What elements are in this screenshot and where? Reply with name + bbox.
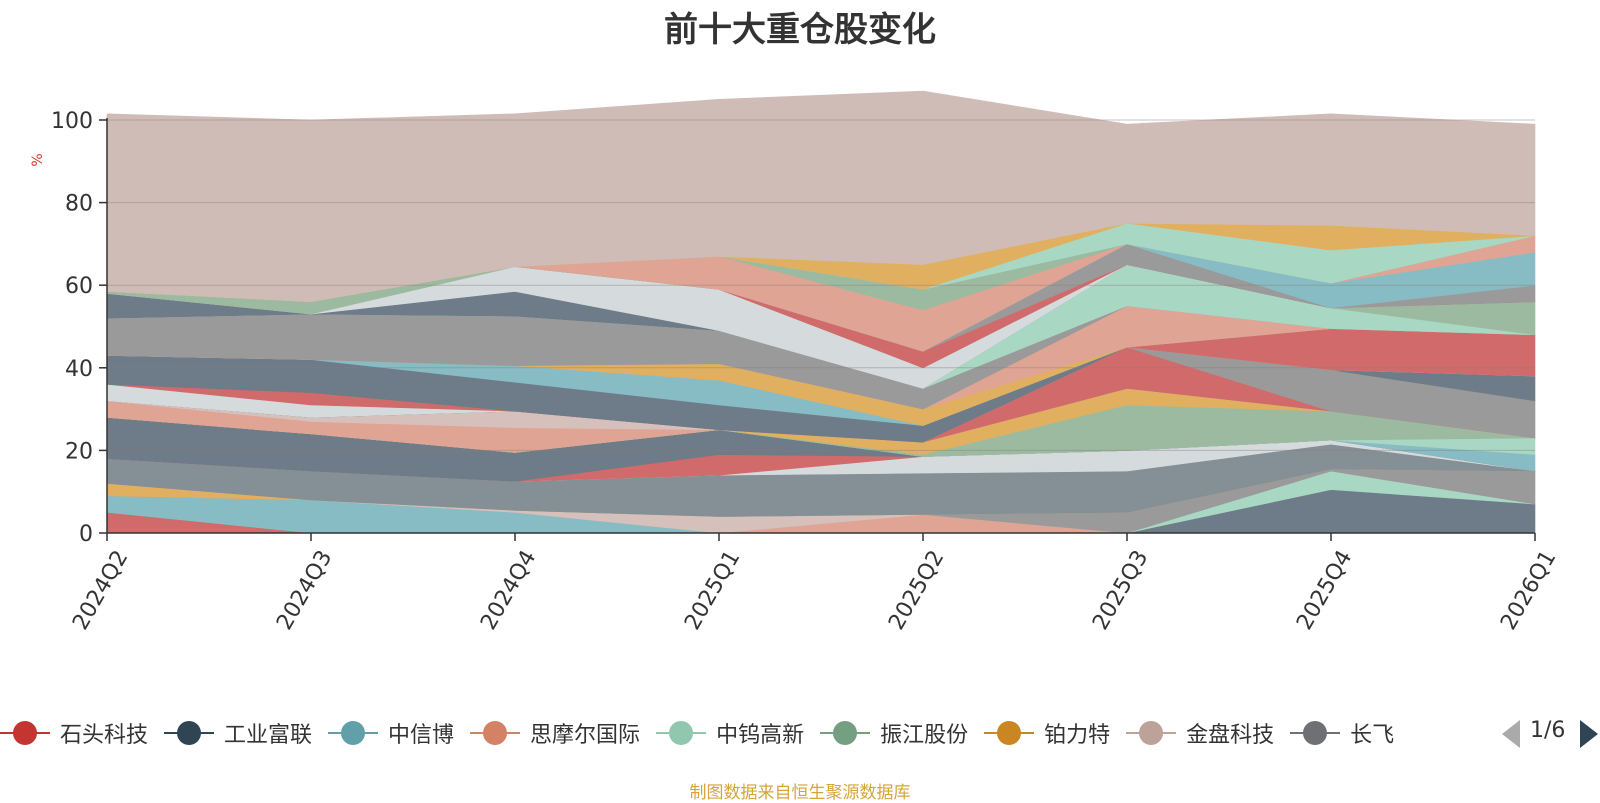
- chart-title: 前十大重仓股变化: [664, 10, 936, 50]
- legend-prev-page-icon[interactable]: [1502, 720, 1520, 748]
- stacked-area-layer: [106, 90, 1536, 534]
- area-band-40: [106, 90, 1536, 303]
- x-tick-label: 2025Q4: [1292, 546, 1357, 634]
- legend-label: 中信博: [388, 723, 455, 748]
- legend-label: 石头科技: [60, 723, 149, 748]
- legend-item[interactable]: 中钨高新: [656, 712, 804, 754]
- y-tick-label: 100: [51, 109, 93, 134]
- legend-item[interactable]: 振江股份: [820, 712, 968, 754]
- legend-label: 思摩尔国际: [530, 723, 641, 748]
- y-tick-label: 80: [65, 192, 93, 217]
- legend-marker-icon: [656, 720, 707, 746]
- x-tick-label: 2024Q3: [272, 546, 337, 634]
- legend-item[interactable]: 工业富联: [164, 712, 312, 754]
- legend-item[interactable]: 金盘科技: [1126, 712, 1274, 754]
- x-tick-label: 2025Q2: [884, 546, 949, 634]
- y-tick-label: 20: [65, 439, 93, 464]
- legend-marker-icon: [984, 720, 1035, 746]
- grid-lines: [107, 119, 1535, 451]
- legend-next-page-icon[interactable]: [1580, 720, 1598, 748]
- legend-item[interactable]: 铂力特: [984, 712, 1110, 754]
- legend-item[interactable]: 石头科技: [0, 712, 148, 754]
- legend-pager: 1/6: [1500, 712, 1600, 754]
- source-note: 制图数据来自恒生聚源数据库: [689, 783, 911, 803]
- legend-label: 工业富联: [224, 723, 313, 748]
- legend-marker-icon: [1290, 720, 1341, 746]
- legend-items: 石头科技 工业富联 中信博 思摩尔国际 中钨高新 振江股份 铂力特 金盘科技 长飞: [0, 712, 1480, 754]
- legend-item[interactable]: 思摩尔国际: [470, 712, 640, 754]
- y-tick-label: 60: [65, 274, 93, 299]
- legend-marker-icon: [164, 720, 215, 746]
- x-tick-label: 2025Q3: [1088, 546, 1153, 634]
- x-tick-label: 2024Q2: [68, 546, 133, 634]
- legend-label: 振江股份: [880, 723, 969, 748]
- x-tick-label: 2024Q4: [476, 546, 541, 634]
- legend-label: 金盘科技: [1186, 723, 1275, 748]
- legend: 石头科技 工业富联 中信博 思摩尔国际 中钨高新 振江股份 铂力特 金盘科技 长飞 1/6: [0, 712, 1600, 754]
- legend-marker-icon: [328, 720, 379, 746]
- legend-marker-icon: [1126, 720, 1177, 746]
- x-tick-label: 2025Q1: [680, 546, 745, 634]
- legend-label: 中钨高新: [716, 723, 805, 748]
- legend-marker-icon: [820, 720, 871, 746]
- legend-marker-icon: [470, 720, 521, 746]
- legend-item[interactable]: 长飞: [1290, 712, 1394, 754]
- x-tick-label: 2026Q1: [1496, 546, 1561, 634]
- y-axis-unit-label: %: [30, 153, 46, 166]
- legend-item[interactable]: 中信博: [328, 712, 454, 754]
- legend-page-indicator: 1/6: [1530, 718, 1566, 743]
- legend-label: 长飞: [1350, 723, 1395, 748]
- legend-label: 铂力特: [1044, 723, 1111, 748]
- legend-marker-icon: [0, 720, 50, 746]
- y-tick-label: 40: [65, 357, 93, 382]
- y-tick-label: 0: [79, 522, 93, 547]
